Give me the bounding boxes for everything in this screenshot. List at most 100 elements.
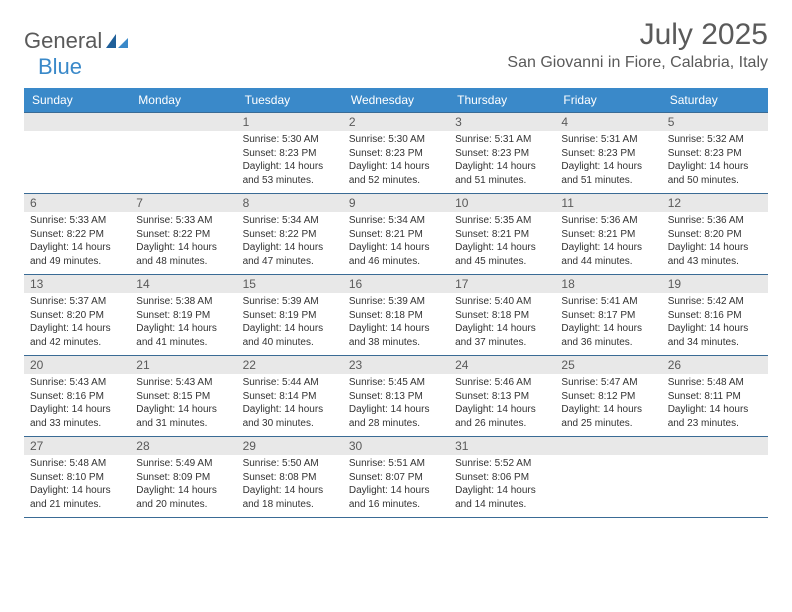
day-number: 19 (662, 275, 768, 293)
sunset-line: Sunset: 8:16 PM (30, 390, 126, 404)
day-number: 31 (449, 437, 555, 455)
sunrise-line: Sunrise: 5:49 AM (136, 457, 232, 471)
day-cell (662, 437, 768, 517)
daylight-line: Daylight: 14 hours and 21 minutes. (30, 484, 126, 511)
day-body: Sunrise: 5:47 AMSunset: 8:12 PMDaylight:… (555, 374, 661, 436)
day-cell: 16Sunrise: 5:39 AMSunset: 8:18 PMDayligh… (343, 275, 449, 355)
daylight-line: Daylight: 14 hours and 40 minutes. (243, 322, 339, 349)
day-body: Sunrise: 5:31 AMSunset: 8:23 PMDaylight:… (449, 131, 555, 193)
day-number: 3 (449, 113, 555, 131)
day-body (130, 131, 236, 191)
day-cell: 20Sunrise: 5:43 AMSunset: 8:16 PMDayligh… (24, 356, 130, 436)
day-number: 29 (237, 437, 343, 455)
day-cell: 4Sunrise: 5:31 AMSunset: 8:23 PMDaylight… (555, 113, 661, 193)
daylight-line: Daylight: 14 hours and 43 minutes. (668, 241, 764, 268)
daylight-line: Daylight: 14 hours and 47 minutes. (243, 241, 339, 268)
sunset-line: Sunset: 8:16 PM (668, 309, 764, 323)
day-body: Sunrise: 5:50 AMSunset: 8:08 PMDaylight:… (237, 455, 343, 517)
week-row: 13Sunrise: 5:37 AMSunset: 8:20 PMDayligh… (24, 275, 768, 356)
sunset-line: Sunset: 8:23 PM (243, 147, 339, 161)
day-number: 30 (343, 437, 449, 455)
day-number: 15 (237, 275, 343, 293)
sunrise-line: Sunrise: 5:50 AM (243, 457, 339, 471)
day-body (662, 455, 768, 515)
sunset-line: Sunset: 8:22 PM (30, 228, 126, 242)
day-number (24, 113, 130, 131)
sunrise-line: Sunrise: 5:45 AM (349, 376, 445, 390)
sunrise-line: Sunrise: 5:41 AM (561, 295, 657, 309)
sunset-line: Sunset: 8:23 PM (455, 147, 551, 161)
day-body: Sunrise: 5:33 AMSunset: 8:22 PMDaylight:… (24, 212, 130, 274)
weekday-header-cell: Wednesday (343, 88, 449, 112)
day-cell: 10Sunrise: 5:35 AMSunset: 8:21 PMDayligh… (449, 194, 555, 274)
day-cell: 8Sunrise: 5:34 AMSunset: 8:22 PMDaylight… (237, 194, 343, 274)
day-body: Sunrise: 5:43 AMSunset: 8:15 PMDaylight:… (130, 374, 236, 436)
day-number (130, 113, 236, 131)
daylight-line: Daylight: 14 hours and 50 minutes. (668, 160, 764, 187)
day-cell: 21Sunrise: 5:43 AMSunset: 8:15 PMDayligh… (130, 356, 236, 436)
sunrise-line: Sunrise: 5:43 AM (136, 376, 232, 390)
daylight-line: Daylight: 14 hours and 46 minutes. (349, 241, 445, 268)
day-body: Sunrise: 5:43 AMSunset: 8:16 PMDaylight:… (24, 374, 130, 436)
day-cell: 15Sunrise: 5:39 AMSunset: 8:19 PMDayligh… (237, 275, 343, 355)
day-cell: 29Sunrise: 5:50 AMSunset: 8:08 PMDayligh… (237, 437, 343, 517)
sunrise-line: Sunrise: 5:39 AM (243, 295, 339, 309)
sunrise-line: Sunrise: 5:33 AM (136, 214, 232, 228)
day-cell: 6Sunrise: 5:33 AMSunset: 8:22 PMDaylight… (24, 194, 130, 274)
daylight-line: Daylight: 14 hours and 45 minutes. (455, 241, 551, 268)
sunset-line: Sunset: 8:10 PM (30, 471, 126, 485)
sunset-line: Sunset: 8:12 PM (561, 390, 657, 404)
day-number: 5 (662, 113, 768, 131)
sunrise-line: Sunrise: 5:33 AM (30, 214, 126, 228)
weekday-header-cell: Sunday (24, 88, 130, 112)
day-body: Sunrise: 5:48 AMSunset: 8:10 PMDaylight:… (24, 455, 130, 517)
sunset-line: Sunset: 8:21 PM (561, 228, 657, 242)
daylight-line: Daylight: 14 hours and 41 minutes. (136, 322, 232, 349)
sunrise-line: Sunrise: 5:51 AM (349, 457, 445, 471)
day-cell: 5Sunrise: 5:32 AMSunset: 8:23 PMDaylight… (662, 113, 768, 193)
day-cell: 24Sunrise: 5:46 AMSunset: 8:13 PMDayligh… (449, 356, 555, 436)
sunset-line: Sunset: 8:15 PM (136, 390, 232, 404)
day-body (555, 455, 661, 515)
daylight-line: Daylight: 14 hours and 33 minutes. (30, 403, 126, 430)
day-body: Sunrise: 5:42 AMSunset: 8:16 PMDaylight:… (662, 293, 768, 355)
day-cell (130, 113, 236, 193)
day-number: 23 (343, 356, 449, 374)
day-number: 14 (130, 275, 236, 293)
sunset-line: Sunset: 8:17 PM (561, 309, 657, 323)
sunset-line: Sunset: 8:13 PM (455, 390, 551, 404)
day-body: Sunrise: 5:52 AMSunset: 8:06 PMDaylight:… (449, 455, 555, 517)
week-row: 1Sunrise: 5:30 AMSunset: 8:23 PMDaylight… (24, 112, 768, 194)
day-body: Sunrise: 5:48 AMSunset: 8:11 PMDaylight:… (662, 374, 768, 436)
day-cell: 12Sunrise: 5:36 AMSunset: 8:20 PMDayligh… (662, 194, 768, 274)
day-number (662, 437, 768, 455)
day-body: Sunrise: 5:45 AMSunset: 8:13 PMDaylight:… (343, 374, 449, 436)
daylight-line: Daylight: 14 hours and 48 minutes. (136, 241, 232, 268)
day-cell: 11Sunrise: 5:36 AMSunset: 8:21 PMDayligh… (555, 194, 661, 274)
weeks-container: 1Sunrise: 5:30 AMSunset: 8:23 PMDaylight… (24, 112, 768, 518)
day-cell: 14Sunrise: 5:38 AMSunset: 8:19 PMDayligh… (130, 275, 236, 355)
day-number: 16 (343, 275, 449, 293)
daylight-line: Daylight: 14 hours and 51 minutes. (561, 160, 657, 187)
sunset-line: Sunset: 8:23 PM (561, 147, 657, 161)
sunset-line: Sunset: 8:21 PM (455, 228, 551, 242)
sail-icon (104, 32, 130, 50)
day-number: 22 (237, 356, 343, 374)
week-row: 20Sunrise: 5:43 AMSunset: 8:16 PMDayligh… (24, 356, 768, 437)
day-body: Sunrise: 5:44 AMSunset: 8:14 PMDaylight:… (237, 374, 343, 436)
day-cell: 27Sunrise: 5:48 AMSunset: 8:10 PMDayligh… (24, 437, 130, 517)
day-number: 21 (130, 356, 236, 374)
day-cell (555, 437, 661, 517)
day-cell: 30Sunrise: 5:51 AMSunset: 8:07 PMDayligh… (343, 437, 449, 517)
day-body: Sunrise: 5:33 AMSunset: 8:22 PMDaylight:… (130, 212, 236, 274)
daylight-line: Daylight: 14 hours and 18 minutes. (243, 484, 339, 511)
day-body: Sunrise: 5:32 AMSunset: 8:23 PMDaylight:… (662, 131, 768, 193)
week-row: 6Sunrise: 5:33 AMSunset: 8:22 PMDaylight… (24, 194, 768, 275)
day-cell: 13Sunrise: 5:37 AMSunset: 8:20 PMDayligh… (24, 275, 130, 355)
daylight-line: Daylight: 14 hours and 28 minutes. (349, 403, 445, 430)
day-number: 20 (24, 356, 130, 374)
daylight-line: Daylight: 14 hours and 37 minutes. (455, 322, 551, 349)
week-row: 27Sunrise: 5:48 AMSunset: 8:10 PMDayligh… (24, 437, 768, 518)
sunset-line: Sunset: 8:18 PM (455, 309, 551, 323)
weekday-header-cell: Tuesday (237, 88, 343, 112)
